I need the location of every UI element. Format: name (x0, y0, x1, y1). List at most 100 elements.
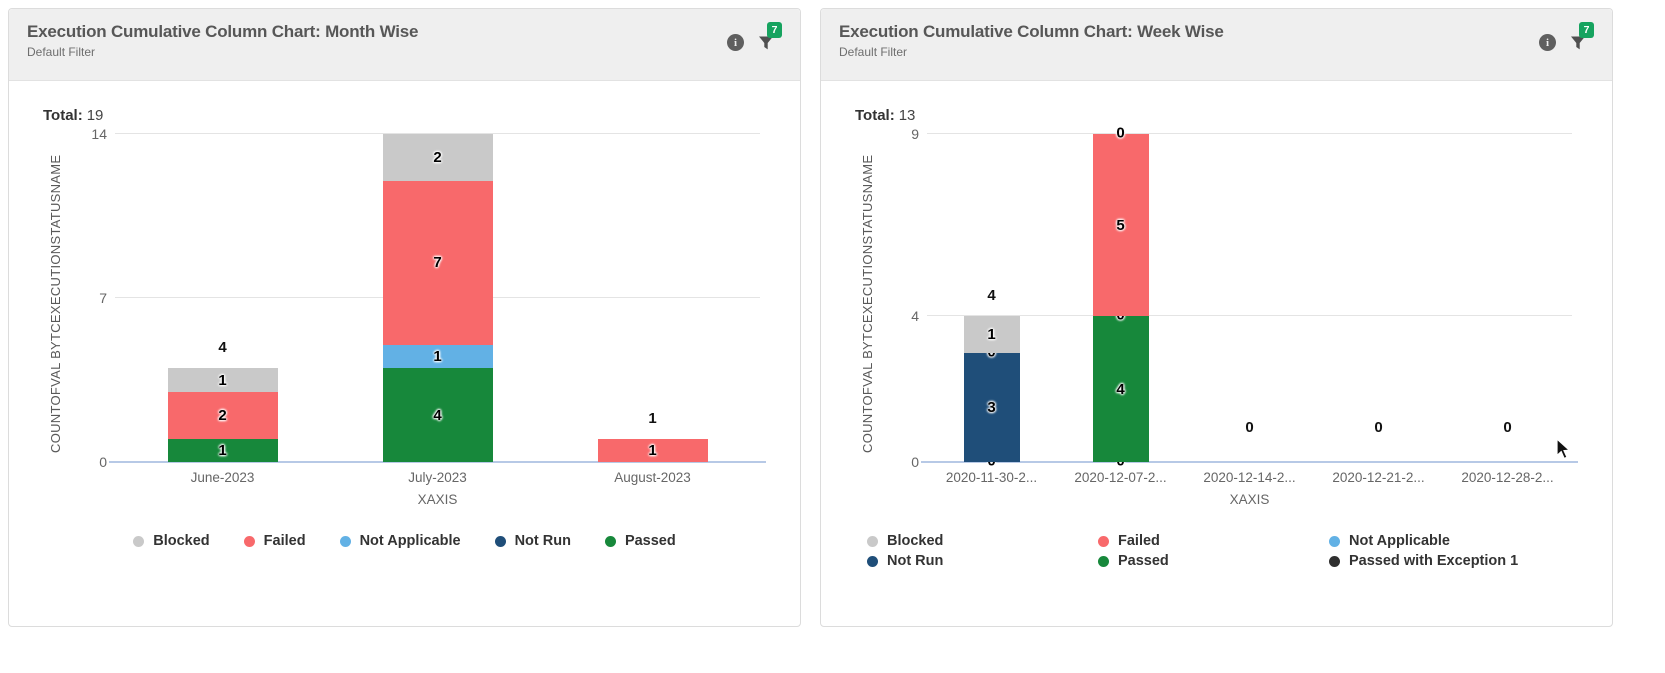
total-row: Total: 19 (43, 107, 776, 124)
y-tick-label: 0 (911, 454, 919, 470)
legend-item-blocked[interactable]: Blocked (133, 533, 210, 549)
filter-icon[interactable]: 7 (1570, 21, 1594, 51)
panel-title: Execution Cumulative Column Chart: Week … (839, 22, 1224, 41)
chart-area: COUNTOFVAL BY TCEXECUTIONSTATUSNAME 0490… (845, 125, 1588, 507)
bar-segment-failed[interactable]: 1 (597, 438, 708, 462)
legend-dot (867, 535, 878, 547)
x-category-label: 2020-12-28-2... (1461, 470, 1554, 485)
info-icon[interactable]: i (1539, 34, 1556, 51)
legend-label: Failed (263, 533, 306, 549)
info-glyph: i (733, 36, 738, 49)
legend-label: Not Applicable (1349, 533, 1450, 549)
legend-label: Blocked (153, 533, 210, 549)
y-tick-label: 9 (911, 126, 919, 142)
bar-segment-blocked[interactable]: 1 (167, 368, 278, 392)
stacked-bar[interactable]: 0301 (963, 316, 1020, 470)
bar-segment-failed[interactable]: 2 (167, 391, 278, 439)
category-axis: June-2023 July-2023 August-2023 (115, 470, 760, 485)
x-category-label: June-2023 (190, 470, 255, 485)
legend-dot (1329, 535, 1340, 547)
bar-segment-blocked[interactable]: 1 (963, 316, 1020, 353)
filter-count-badge: 7 (767, 21, 782, 38)
y-tick-label: 4 (911, 308, 919, 325)
x-category-label: 2020-12-14-2... (1203, 470, 1296, 485)
bar-segment-passed[interactable]: 1 (167, 438, 278, 462)
bar-segment-passed[interactable]: 4 (382, 368, 493, 462)
bar-segment-failed[interactable]: 5 (1092, 134, 1149, 317)
stacked-bar[interactable]: 04050 (1092, 125, 1149, 470)
panel-subtitle: Default Filter (839, 45, 908, 59)
stacked-bar[interactable]: 4 1 7 2 (382, 134, 493, 462)
bar-segment-failed[interactable]: 7 (382, 180, 493, 345)
bar-total-label: 4 (987, 287, 996, 305)
header-icons: i 7 (1539, 21, 1594, 51)
legend-label: Not Run (887, 553, 944, 569)
bar-total-label: 0 (1503, 419, 1512, 436)
segment-value-label: 2 (218, 406, 227, 424)
bar-segment-not-applicable[interactable]: 1 (382, 344, 493, 369)
bar-total-label: 1 (648, 409, 657, 427)
panel-body: Total: 19 COUNTOFVAL BY TCEXECUTIONSTATUS… (9, 81, 800, 549)
x-category-label: July-2023 (408, 470, 467, 485)
x-axis-title: XAXIS (417, 492, 458, 507)
bar-slot: 0 (1443, 134, 1572, 462)
legend-dot (339, 535, 351, 547)
legend-item-passed[interactable]: Passed (604, 533, 676, 549)
legend-item-not-run[interactable]: Not Run (867, 553, 1098, 569)
bar-slot: 0 (1314, 134, 1443, 462)
segment-value-label: 1 (218, 371, 227, 389)
segment-value-label: 2 (433, 148, 442, 166)
legend-dot (494, 535, 506, 547)
x-category-label: 2020-12-21-2... (1332, 470, 1425, 485)
legend-label: Failed (1118, 533, 1160, 549)
gridline (115, 133, 760, 134)
gridline (927, 133, 1572, 134)
y-tick-label: 14 (91, 126, 107, 142)
legend-item-blocked[interactable]: Blocked (867, 533, 1098, 549)
bar-segment-passed[interactable]: 4 (1092, 316, 1149, 462)
bar-segment-blocked[interactable]: 2 (382, 134, 493, 181)
legend-item-not-run[interactable]: Not Run (494, 533, 571, 549)
segment-value-label: 5 (1116, 216, 1125, 234)
segment-value-label: 1 (987, 325, 996, 343)
panel-week-wise: Execution Cumulative Column Chart: Week … (820, 8, 1613, 627)
bar-slot: 0 (1185, 134, 1314, 462)
segment-value-label: 4 (433, 406, 442, 424)
legend-label: Passed with Exception 1 (1349, 553, 1519, 569)
bar-slot: 4 1 7 2 (330, 134, 545, 462)
plot-wrap: 0490301404050000 2020-11-30-2...2020-12-… (911, 125, 1578, 507)
bar-segment-not-run[interactable]: 3 (963, 352, 1020, 462)
y-tick-label: 7 (99, 290, 107, 306)
stacked-bar[interactable]: 1 (597, 438, 708, 462)
total-value: 19 (86, 107, 104, 124)
legend-item-failed[interactable]: Failed (1098, 533, 1329, 549)
panel-subtitle: Default Filter (27, 45, 96, 59)
bar-slots: 0301404050000 (927, 125, 1572, 470)
legend-dot (1098, 535, 1109, 547)
bar-total-label: 0 (1374, 419, 1383, 436)
x-axis-baseline (921, 461, 1578, 463)
legend-item-passed-with-exception-1[interactable]: Passed with Exception 1 (1329, 553, 1560, 569)
y-axis-title-line1: COUNTOFVAL BY (47, 341, 63, 454)
funnel-icon (1571, 36, 1585, 49)
segment-value-label: 0 (1116, 124, 1125, 142)
filter-icon[interactable]: 7 (758, 21, 782, 51)
legend-item-not-applicable[interactable]: Not Applicable (1329, 533, 1560, 549)
segment-value-label: 7 (433, 254, 442, 272)
panel-header-text: Execution Cumulative Column Chart: Week … (839, 22, 1224, 59)
gridline (927, 315, 1572, 317)
y-axis-title: COUNTOFVAL BY TCEXECUTIONSTATUSNAME (845, 134, 891, 474)
chart-area: COUNTOFVAL BY TCEXECUTIONSTATUSNAME 0 7 14… (33, 126, 776, 507)
legend-item-not-applicable[interactable]: Not Applicable (339, 533, 461, 549)
plot-area: 0 7 14 1 2 1 4 4 1 7 2 1 1 (91, 126, 766, 470)
stacked-bar[interactable]: 1 2 1 (167, 368, 278, 462)
info-icon[interactable]: i (727, 34, 744, 51)
mouse-cursor (1556, 438, 1571, 460)
total-label: Total: (855, 107, 895, 124)
legend-item-passed[interactable]: Passed (1098, 553, 1329, 569)
total-label: Total: (43, 107, 83, 124)
legend-item-failed[interactable]: Failed (243, 533, 306, 549)
segment-value-label: 1 (648, 441, 657, 459)
legend-dot (243, 535, 255, 547)
